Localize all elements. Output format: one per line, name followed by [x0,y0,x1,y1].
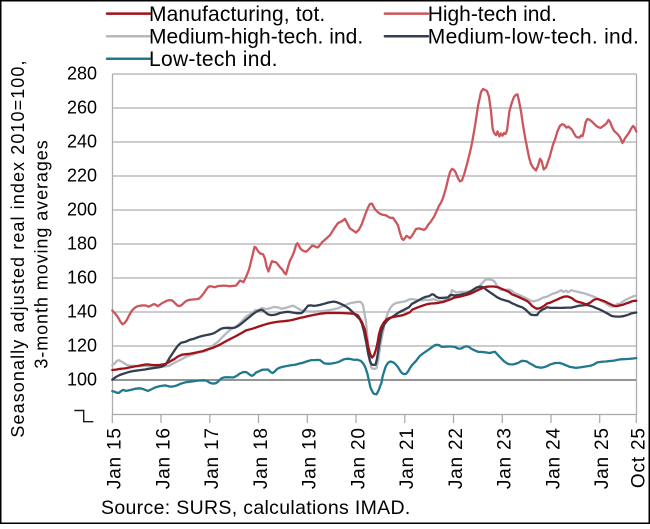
svg-text:Jan 20: Jan 20 [348,427,369,489]
svg-text:200: 200 [67,200,97,220]
svg-text:280: 280 [67,64,97,84]
svg-text:Low-tech ind.: Low-tech ind. [149,48,278,71]
svg-text:Jan 23: Jan 23 [495,427,516,489]
svg-text:160: 160 [67,268,97,288]
svg-text:180: 180 [67,234,97,254]
svg-text:260: 260 [67,98,97,118]
svg-text:Jan 22: Jan 22 [446,427,467,489]
svg-text:3-month moving averages: 3-month moving averages [32,139,52,368]
svg-text:High-tech ind.: High-tech ind. [428,3,557,26]
svg-text:Jan 17: Jan 17 [202,427,223,489]
svg-text:Medium-high-tech. ind.: Medium-high-tech. ind. [149,26,363,49]
svg-text:Medium-low-tech. ind.: Medium-low-tech. ind. [428,26,639,49]
svg-text:240: 240 [67,132,97,152]
svg-text:140: 140 [67,302,97,322]
svg-text:Jan 25: Jan 25 [592,427,613,489]
svg-text:Jan 24: Jan 24 [543,427,564,489]
svg-text:Seasonally adjusted real index: Seasonally adjusted real index 2010=100, [8,59,28,437]
svg-text:120: 120 [67,336,97,356]
svg-text:Jan 15: Jan 15 [105,427,126,489]
svg-text:100: 100 [67,370,97,390]
svg-text:Jan 21: Jan 21 [397,427,418,489]
svg-text:Jan 18: Jan 18 [251,427,272,489]
svg-text:Oct 25: Oct 25 [629,427,650,488]
svg-text:Source: SURS, calculations IMA: Source: SURS, calculations IMAD. [101,497,411,519]
svg-text:Jan 16: Jan 16 [153,427,174,489]
svg-text:Manufacturing, tot.: Manufacturing, tot. [149,3,325,26]
svg-text:220: 220 [67,166,97,186]
svg-text:Jan 19: Jan 19 [300,427,321,489]
